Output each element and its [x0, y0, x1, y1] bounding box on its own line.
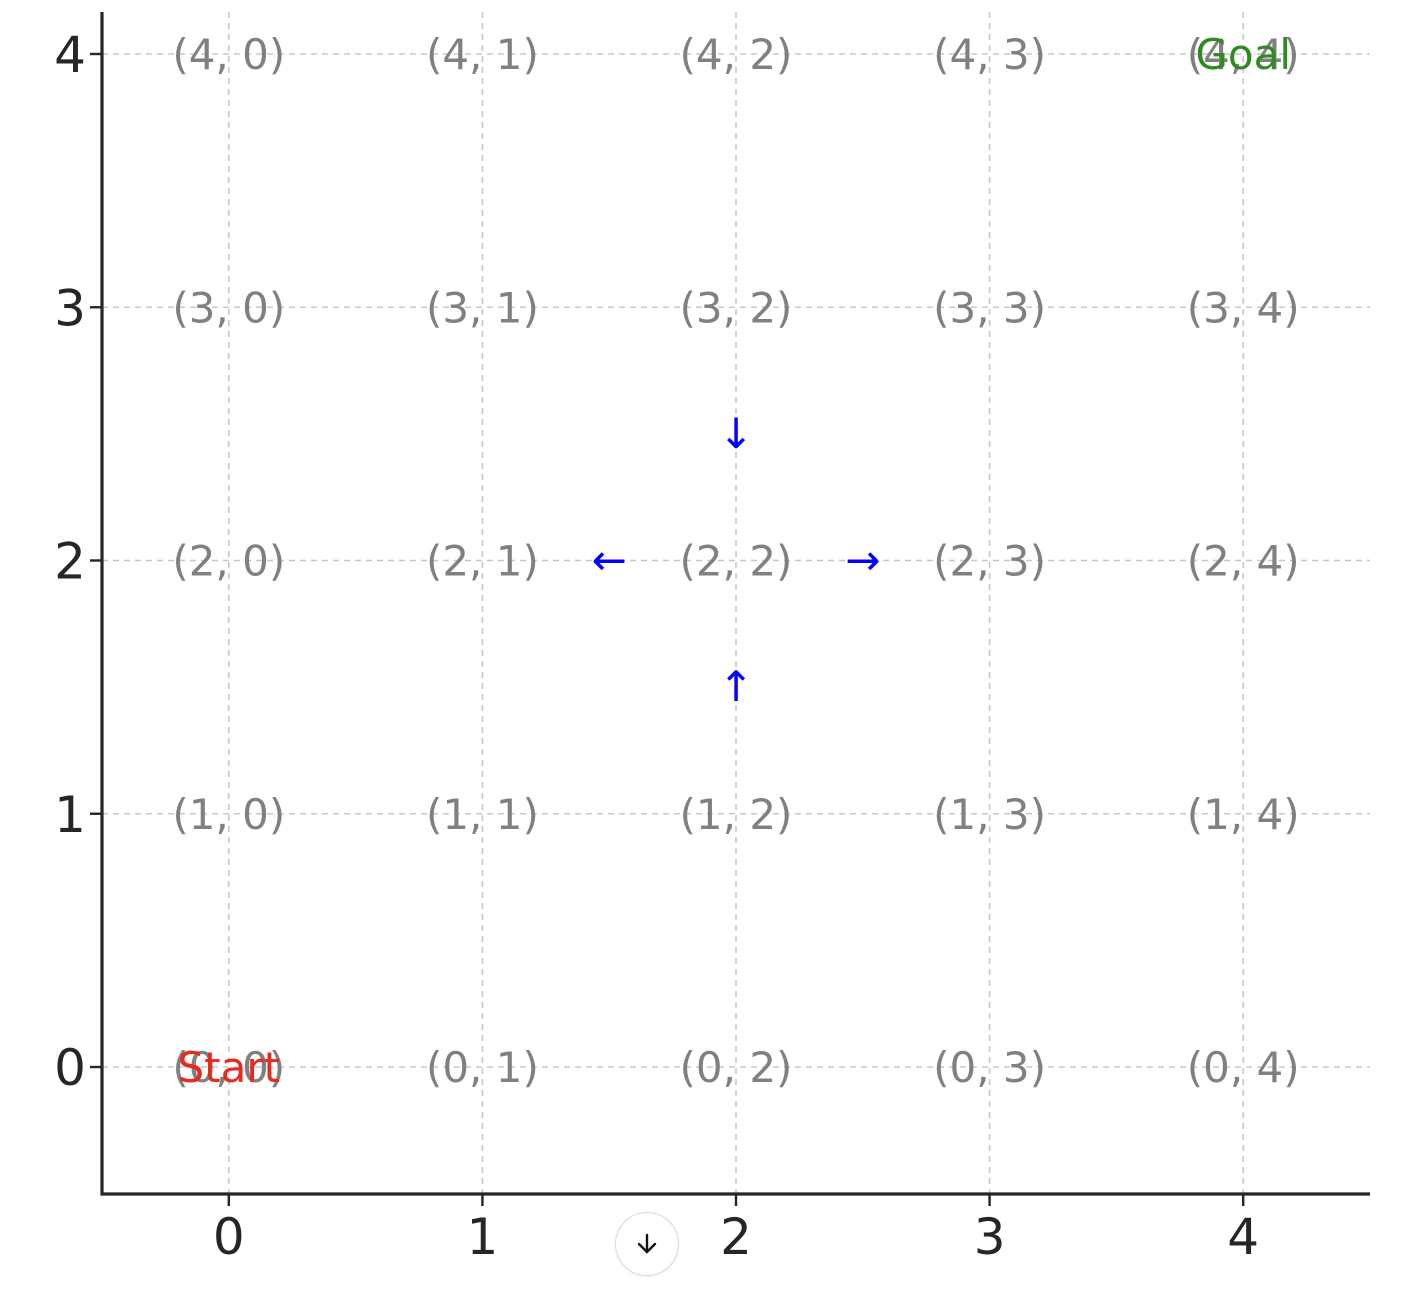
- cell-label: (3, 4): [1187, 283, 1300, 332]
- cell-label: (1, 3): [933, 790, 1046, 839]
- y-tick-label: 4: [54, 26, 86, 84]
- cell-label: (3, 3): [933, 283, 1046, 332]
- x-tick-label: 1: [466, 1208, 498, 1266]
- cell-label: (4, 0): [172, 30, 285, 79]
- cell-label: (4, 4): [1187, 30, 1300, 79]
- cell-label: (4, 1): [426, 30, 539, 79]
- arrow-down: ↓: [718, 409, 753, 458]
- cell-label: (1, 4): [1187, 790, 1300, 839]
- arrow-left: ←: [592, 536, 627, 585]
- cell-label: (2, 4): [1187, 537, 1300, 586]
- cell-label: (3, 0): [172, 283, 285, 332]
- x-tick-label: 4: [1227, 1208, 1259, 1266]
- y-tick-label: 0: [54, 1039, 86, 1097]
- cell-label: (0, 1): [426, 1043, 539, 1092]
- y-tick-label: 3: [54, 279, 86, 337]
- arrow-down-icon: [637, 1233, 657, 1254]
- cell-label: (2, 3): [933, 537, 1046, 586]
- cell-label: (4, 2): [680, 30, 793, 79]
- cell-label: (1, 1): [426, 790, 539, 839]
- start-marker: Start: [177, 1043, 280, 1092]
- cell-label: (0, 4): [1187, 1043, 1300, 1092]
- goal-marker: Goal: [1195, 30, 1291, 79]
- cell-label: (4, 3): [933, 30, 1046, 79]
- cell-label: (2, 0): [172, 537, 285, 586]
- cell-label: (0, 2): [680, 1043, 793, 1092]
- cell-label: (2, 1): [426, 537, 539, 586]
- cell-label: (1, 0): [172, 790, 285, 839]
- scroll-down-button[interactable]: [615, 1212, 679, 1276]
- cell-label: (0, 3): [933, 1043, 1046, 1092]
- arrow-right: →: [845, 536, 880, 585]
- x-tick-label: 3: [974, 1208, 1006, 1266]
- arrow-up: ↑: [718, 662, 753, 711]
- cell-label: (1, 2): [680, 790, 793, 839]
- y-tick-label: 2: [54, 533, 86, 591]
- x-tick-label: 0: [213, 1208, 245, 1266]
- x-tick-label: 2: [720, 1208, 752, 1266]
- cell-label: (3, 2): [680, 283, 793, 332]
- cell-label: (3, 1): [426, 283, 539, 332]
- cell-label: (0, 0): [172, 1043, 285, 1092]
- y-tick-label: 1: [54, 786, 86, 844]
- cell-label: (2, 2): [680, 537, 793, 586]
